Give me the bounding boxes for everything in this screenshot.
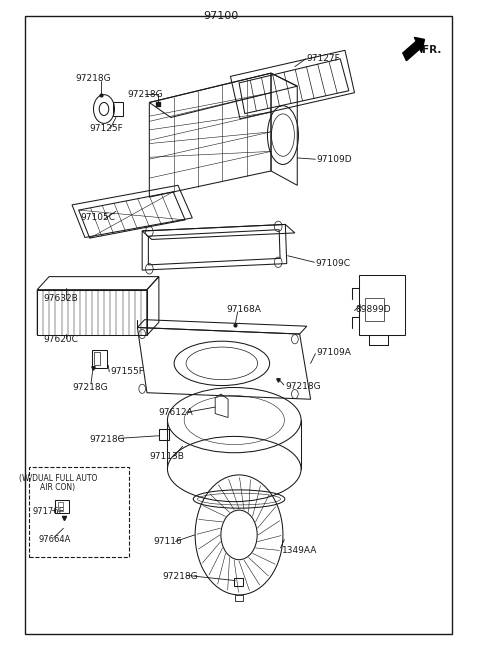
Bar: [58, 502, 63, 512]
Bar: [94, 352, 100, 365]
Text: 97109D: 97109D: [316, 155, 352, 164]
Text: 97109C: 97109C: [315, 259, 350, 268]
Bar: [29, 467, 129, 557]
Text: 97109A: 97109A: [316, 348, 351, 357]
Text: FR.: FR.: [422, 45, 442, 54]
Text: 97664A: 97664A: [38, 535, 71, 544]
Text: 97218G: 97218G: [72, 383, 108, 392]
Text: (W/DUAL FULL AUTO: (W/DUAL FULL AUTO: [19, 474, 97, 483]
Bar: [25, 16, 452, 634]
Text: 97100: 97100: [204, 11, 239, 22]
FancyArrow shape: [403, 37, 424, 61]
Text: 97116: 97116: [153, 537, 182, 546]
Text: 97155F: 97155F: [110, 367, 144, 377]
Bar: [235, 595, 243, 601]
Text: 97127F: 97127F: [307, 54, 341, 63]
Bar: [234, 578, 243, 586]
Text: 97125F: 97125F: [90, 124, 123, 133]
Text: 97620C: 97620C: [43, 335, 78, 344]
Text: 97218G: 97218G: [128, 90, 164, 98]
Bar: [55, 500, 69, 514]
Bar: [159, 429, 169, 440]
Text: 97218G: 97218G: [75, 74, 111, 83]
Bar: [37, 290, 147, 335]
Text: 97168A: 97168A: [227, 305, 262, 314]
Text: 97612A: 97612A: [159, 408, 193, 417]
Text: 1349AA: 1349AA: [282, 546, 317, 555]
Bar: [113, 102, 123, 115]
Bar: [365, 298, 384, 321]
Text: 97176E: 97176E: [33, 507, 64, 516]
Text: 97218G: 97218G: [163, 572, 198, 581]
Bar: [360, 275, 405, 335]
Text: 97105C: 97105C: [80, 214, 115, 223]
Text: 97218G: 97218G: [90, 435, 125, 444]
Text: 97113B: 97113B: [149, 452, 184, 461]
Text: 97632B: 97632B: [43, 293, 78, 303]
Bar: [92, 350, 108, 368]
Text: AIR CON): AIR CON): [40, 483, 75, 492]
Text: 89899D: 89899D: [356, 305, 391, 314]
Text: 97218G: 97218G: [285, 382, 321, 390]
